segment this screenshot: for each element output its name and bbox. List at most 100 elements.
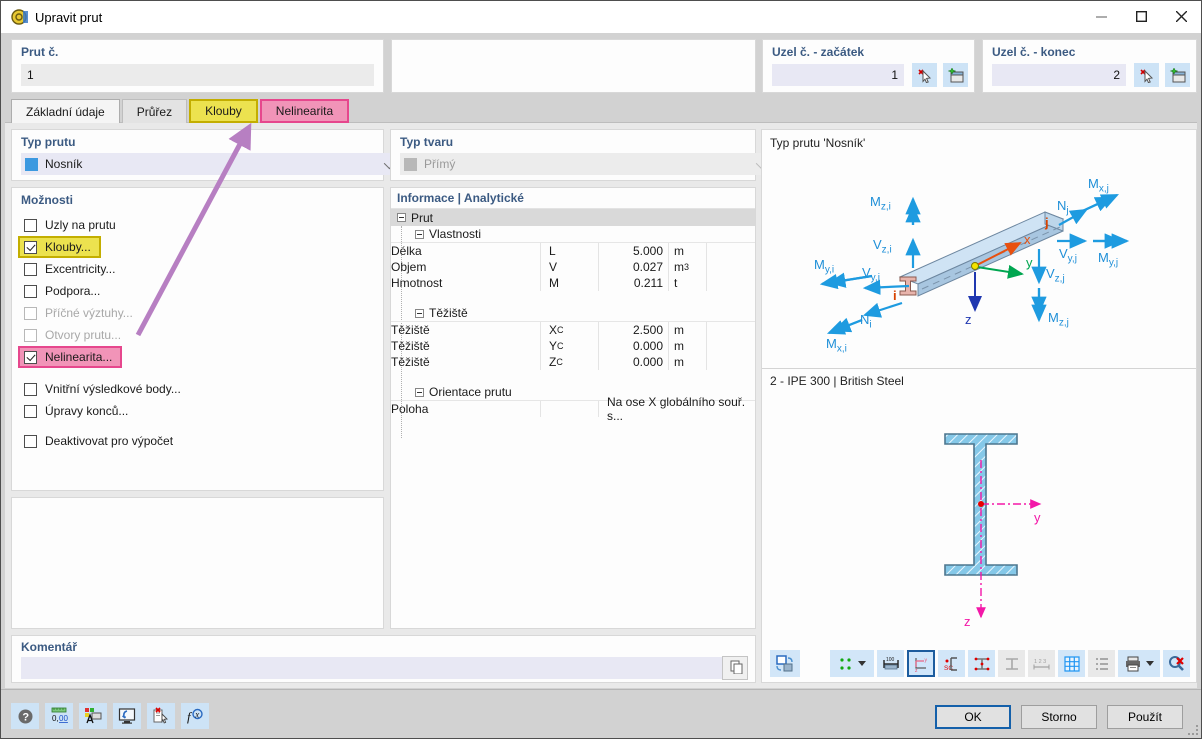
start-node-new-button[interactable] <box>943 63 968 87</box>
cell-unit: m <box>669 354 707 370</box>
table-row-hmotnost[interactable]: Hmotnost M 0.211 t <box>391 275 755 291</box>
close-icon <box>1175 11 1187 22</box>
stress-points-button[interactable] <box>968 650 995 677</box>
checkbox-excentricity[interactable]: Excentricity... <box>24 258 375 280</box>
tree-row-prut[interactable]: Prut <box>391 209 755 226</box>
force-label-mxj: Mx,j <box>1088 176 1109 195</box>
cell-symbol: L <box>541 243 599 259</box>
tab-nelinearita[interactable]: Nelinearita <box>259 99 350 123</box>
checkbox-vnitrni-vysledkove-body[interactable]: Vnitřní výsledkové body... <box>24 378 375 400</box>
caret-down-icon <box>1146 661 1154 666</box>
tree-row-vlastnosti[interactable]: Vlastnosti <box>391 226 755 243</box>
tree-spacer <box>391 291 755 305</box>
end-node-input[interactable] <box>992 64 1126 86</box>
table-row-delka[interactable]: Délka L 5.000 m <box>391 243 755 259</box>
start-node-select-button[interactable] <box>912 63 937 87</box>
info-header: Informace | Analytické <box>397 191 524 205</box>
tab-prurez[interactable]: Průřez <box>121 99 188 123</box>
tab-zakladni-udaje[interactable]: Základní údaje <box>11 99 120 123</box>
options-label: Možnosti <box>21 193 73 207</box>
checkbox-deaktivovat[interactable]: Deaktivovat pro výpočet <box>24 430 375 452</box>
view-mode-button[interactable] <box>770 650 800 677</box>
member-type-dropdown[interactable]: Nosník <box>21 153 400 175</box>
tree-collapse-icon[interactable] <box>415 308 424 318</box>
shear-center-button[interactable]: SC <box>938 650 965 677</box>
comment-copy-button[interactable] <box>722 656 748 680</box>
tree-collapse-icon[interactable] <box>397 213 406 222</box>
force-label-mzi: Mz,i <box>870 194 891 213</box>
start-node-label: Uzel č. - začátek <box>772 45 865 59</box>
display-points-button[interactable] <box>830 650 874 677</box>
tree-collapse-icon[interactable] <box>415 387 424 397</box>
svg-text:SC: SC <box>944 665 953 672</box>
member-number-input[interactable] <box>21 64 374 86</box>
apply-button[interactable]: Použít <box>1107 705 1183 729</box>
cell-name: Objem <box>391 259 541 275</box>
checkbox-upravy-koncu[interactable]: Úpravy konců... <box>24 400 375 422</box>
shape-type-value: Přímý <box>424 157 456 171</box>
start-node-input[interactable] <box>772 64 904 86</box>
minimize-button[interactable] <box>1081 1 1121 32</box>
titlebar[interactable]: Upravit prut <box>1 1 1201 33</box>
ok-button[interactable]: OK <box>935 705 1011 729</box>
section-axis-y-label: y <box>1034 510 1041 525</box>
tab-klouby[interactable]: Klouby <box>189 99 258 123</box>
checkbox-nelinearita[interactable]: Nelinearita... <box>18 346 375 368</box>
units-settings-button[interactable]: 0, 00 <box>45 703 73 729</box>
close-button[interactable] <box>1161 1 1201 32</box>
zoom-reset-button[interactable] <box>1163 650 1190 677</box>
svg-text:100: 100 <box>886 657 895 663</box>
checkbox-uzly-na-prutu[interactable]: Uzly na prutu <box>24 214 375 236</box>
tree-row-teziste[interactable]: Těžiště <box>391 305 755 322</box>
checkbox-podpora[interactable]: Podpora... <box>24 280 375 302</box>
comment-combobox[interactable] <box>21 657 739 679</box>
end-node-new-button[interactable] <box>1165 63 1190 87</box>
new-node-icon <box>1169 67 1185 83</box>
checkbox-klouby[interactable]: Klouby... <box>18 236 375 258</box>
dimensions-button[interactable]: 100 <box>877 650 904 677</box>
end-node-select-button[interactable] <box>1134 63 1159 87</box>
cell-name: Těžiště <box>391 322 541 338</box>
tree-collapse-icon[interactable] <box>415 229 424 239</box>
shape-type-dropdown: Přímý <box>400 153 772 175</box>
beam-diagram: Mz,i Vz,i My,i Vy,i Ni Mx,i Mx,j Nj Vy,j… <box>762 152 1196 368</box>
view-mode-icon <box>776 654 793 671</box>
rendering-button[interactable] <box>113 703 141 729</box>
maximize-button[interactable] <box>1121 1 1161 32</box>
member-number-label: Prut č. <box>21 45 59 59</box>
force-label-mxi: Mx,i <box>826 336 847 355</box>
details-icon <box>1095 657 1108 670</box>
cell-unit: t <box>669 275 707 291</box>
table-row-poloha[interactable]: Poloha Na ose X globálního souř. s... <box>391 395 755 423</box>
print-button[interactable] <box>1118 650 1160 677</box>
tree-row-orientace[interactable]: Orientace prutu <box>391 384 755 401</box>
member-type-value: Nosník <box>45 157 83 171</box>
node-j-label: j <box>1045 215 1049 230</box>
cell-name: Těžiště <box>391 338 541 354</box>
section-axis-z-label: z <box>964 614 971 629</box>
help-button[interactable]: ? <box>11 703 39 729</box>
end-node-panel: Uzel č. - konec <box>982 39 1197 93</box>
axis-x-label: x <box>1024 232 1031 247</box>
cell-unit: m <box>669 338 707 354</box>
maximize-icon <box>1135 11 1147 22</box>
checkbox-icon <box>24 218 37 232</box>
grid-button[interactable] <box>1058 650 1085 677</box>
resize-grip[interactable] <box>1188 725 1198 735</box>
delete-selection-button[interactable] <box>147 703 175 729</box>
display-properties-button[interactable] <box>79 703 107 729</box>
start-node-panel: Uzel č. - začátek <box>762 39 975 93</box>
display-properties-icon <box>85 708 102 724</box>
svg-text:f: f <box>187 709 193 724</box>
cancel-button[interactable]: Storno <box>1021 705 1097 729</box>
